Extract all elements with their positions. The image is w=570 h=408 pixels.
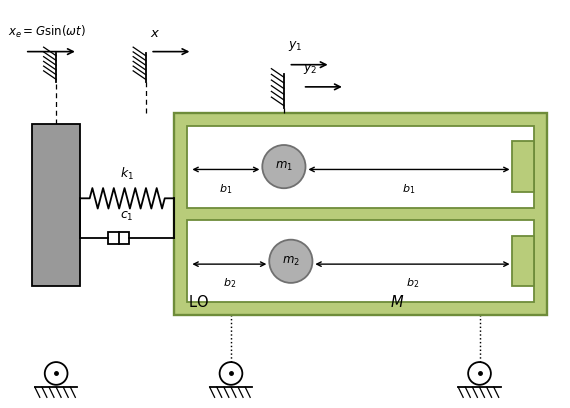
Text: $b_2$: $b_2$ — [223, 277, 236, 290]
Text: $k_1$: $k_1$ — [120, 166, 134, 182]
Bar — [174, 113, 547, 315]
Text: $y_1$: $y_1$ — [288, 39, 303, 53]
Circle shape — [262, 145, 306, 188]
Text: $x_e = G\sin(\omega t)$: $x_e = G\sin(\omega t)$ — [8, 24, 86, 40]
Text: $b_2$: $b_2$ — [406, 277, 419, 290]
Bar — [32, 124, 80, 286]
Text: $m_2$: $m_2$ — [282, 255, 300, 268]
Bar — [186, 220, 534, 302]
Bar — [512, 236, 534, 286]
Bar — [186, 126, 534, 208]
Text: $\mathrm{LO}$: $\mathrm{LO}$ — [188, 294, 209, 310]
Bar — [512, 142, 534, 192]
Text: $c_1$: $c_1$ — [120, 210, 134, 223]
Circle shape — [269, 239, 312, 283]
Text: $b_1$: $b_1$ — [219, 182, 233, 196]
Text: $x$: $x$ — [150, 27, 161, 40]
Text: $b_1$: $b_1$ — [402, 182, 416, 196]
Bar — [108, 232, 129, 244]
Text: $m_1$: $m_1$ — [275, 160, 293, 173]
Text: $y_2$: $y_2$ — [303, 62, 317, 76]
Text: $M$: $M$ — [390, 294, 405, 310]
